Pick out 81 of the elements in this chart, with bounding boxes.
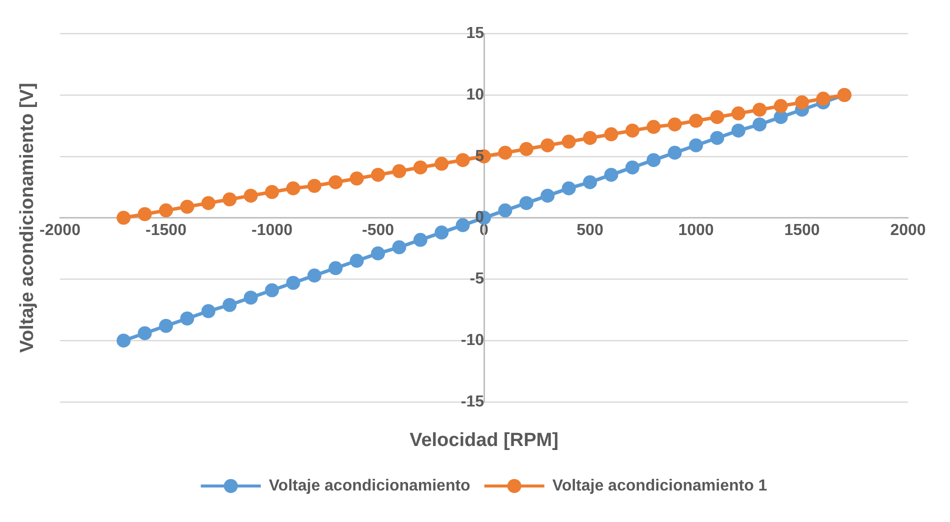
x-tick-label: 2000 <box>890 222 926 239</box>
point <box>795 95 809 110</box>
x-tick-label: -500 <box>362 222 394 239</box>
point <box>392 164 406 178</box>
y-tick-label: 5 <box>475 148 484 165</box>
point <box>710 110 724 124</box>
legend-label: Voltaje acondicionamiento <box>268 477 471 494</box>
x-tick-label: -1000 <box>252 222 293 239</box>
point <box>625 160 640 174</box>
point <box>562 134 576 149</box>
point <box>244 188 258 203</box>
point <box>350 172 364 186</box>
y-axis-title: Voltaje acondicionamiento [V] <box>17 82 38 353</box>
point <box>201 304 216 318</box>
point <box>413 232 428 247</box>
point <box>668 117 682 132</box>
x-tick-label: 500 <box>576 222 604 239</box>
point <box>583 130 597 145</box>
point <box>519 142 534 156</box>
point <box>710 130 724 145</box>
point <box>689 138 703 152</box>
point <box>307 268 322 283</box>
point <box>328 261 343 276</box>
x-tick-label: 1000 <box>678 222 714 239</box>
point <box>668 146 682 160</box>
point <box>456 218 470 232</box>
point <box>774 99 788 114</box>
point <box>625 124 640 138</box>
point <box>371 246 385 260</box>
legend-label: Voltaje acondicionamiento 1 <box>552 477 768 494</box>
point <box>731 106 746 120</box>
point <box>540 188 555 203</box>
point <box>328 175 343 190</box>
y-tick-label: -10 <box>460 332 484 350</box>
y-tick-label: 10 <box>466 86 484 104</box>
point <box>286 276 300 290</box>
point <box>434 226 449 240</box>
point <box>689 114 703 128</box>
x-tick-label: 1500 <box>784 222 820 239</box>
point <box>434 156 449 171</box>
point <box>456 153 470 168</box>
point <box>816 92 830 106</box>
point <box>138 326 152 340</box>
point <box>244 290 258 305</box>
point <box>159 203 173 218</box>
point <box>201 196 216 210</box>
point <box>604 127 618 142</box>
point <box>752 102 767 117</box>
x-tick-label: -2000 <box>40 222 81 239</box>
point <box>180 311 194 326</box>
point <box>752 117 767 132</box>
point <box>265 185 279 200</box>
point <box>583 175 597 190</box>
point <box>562 181 576 196</box>
point <box>646 153 661 168</box>
point <box>222 192 237 206</box>
point <box>307 178 322 193</box>
point <box>138 207 152 222</box>
point <box>646 120 661 134</box>
point <box>116 334 131 348</box>
point <box>286 181 300 196</box>
point <box>222 298 237 312</box>
y-tick-label: -15 <box>460 393 484 410</box>
point <box>519 196 534 210</box>
point <box>498 146 512 160</box>
y-tick-label: -5 <box>470 270 484 288</box>
point <box>413 160 428 174</box>
point <box>540 138 555 152</box>
x-tick-label: -1500 <box>146 222 187 239</box>
point <box>350 254 364 268</box>
point <box>265 283 279 298</box>
point <box>180 200 194 214</box>
point <box>371 168 385 182</box>
x-axis-title: Velocidad [RPM] <box>410 430 558 452</box>
point <box>498 203 512 218</box>
point <box>604 168 618 182</box>
point <box>392 240 406 254</box>
y-tick-label: 15 <box>466 25 484 42</box>
point <box>731 124 746 138</box>
point <box>159 318 173 333</box>
point <box>116 210 131 225</box>
